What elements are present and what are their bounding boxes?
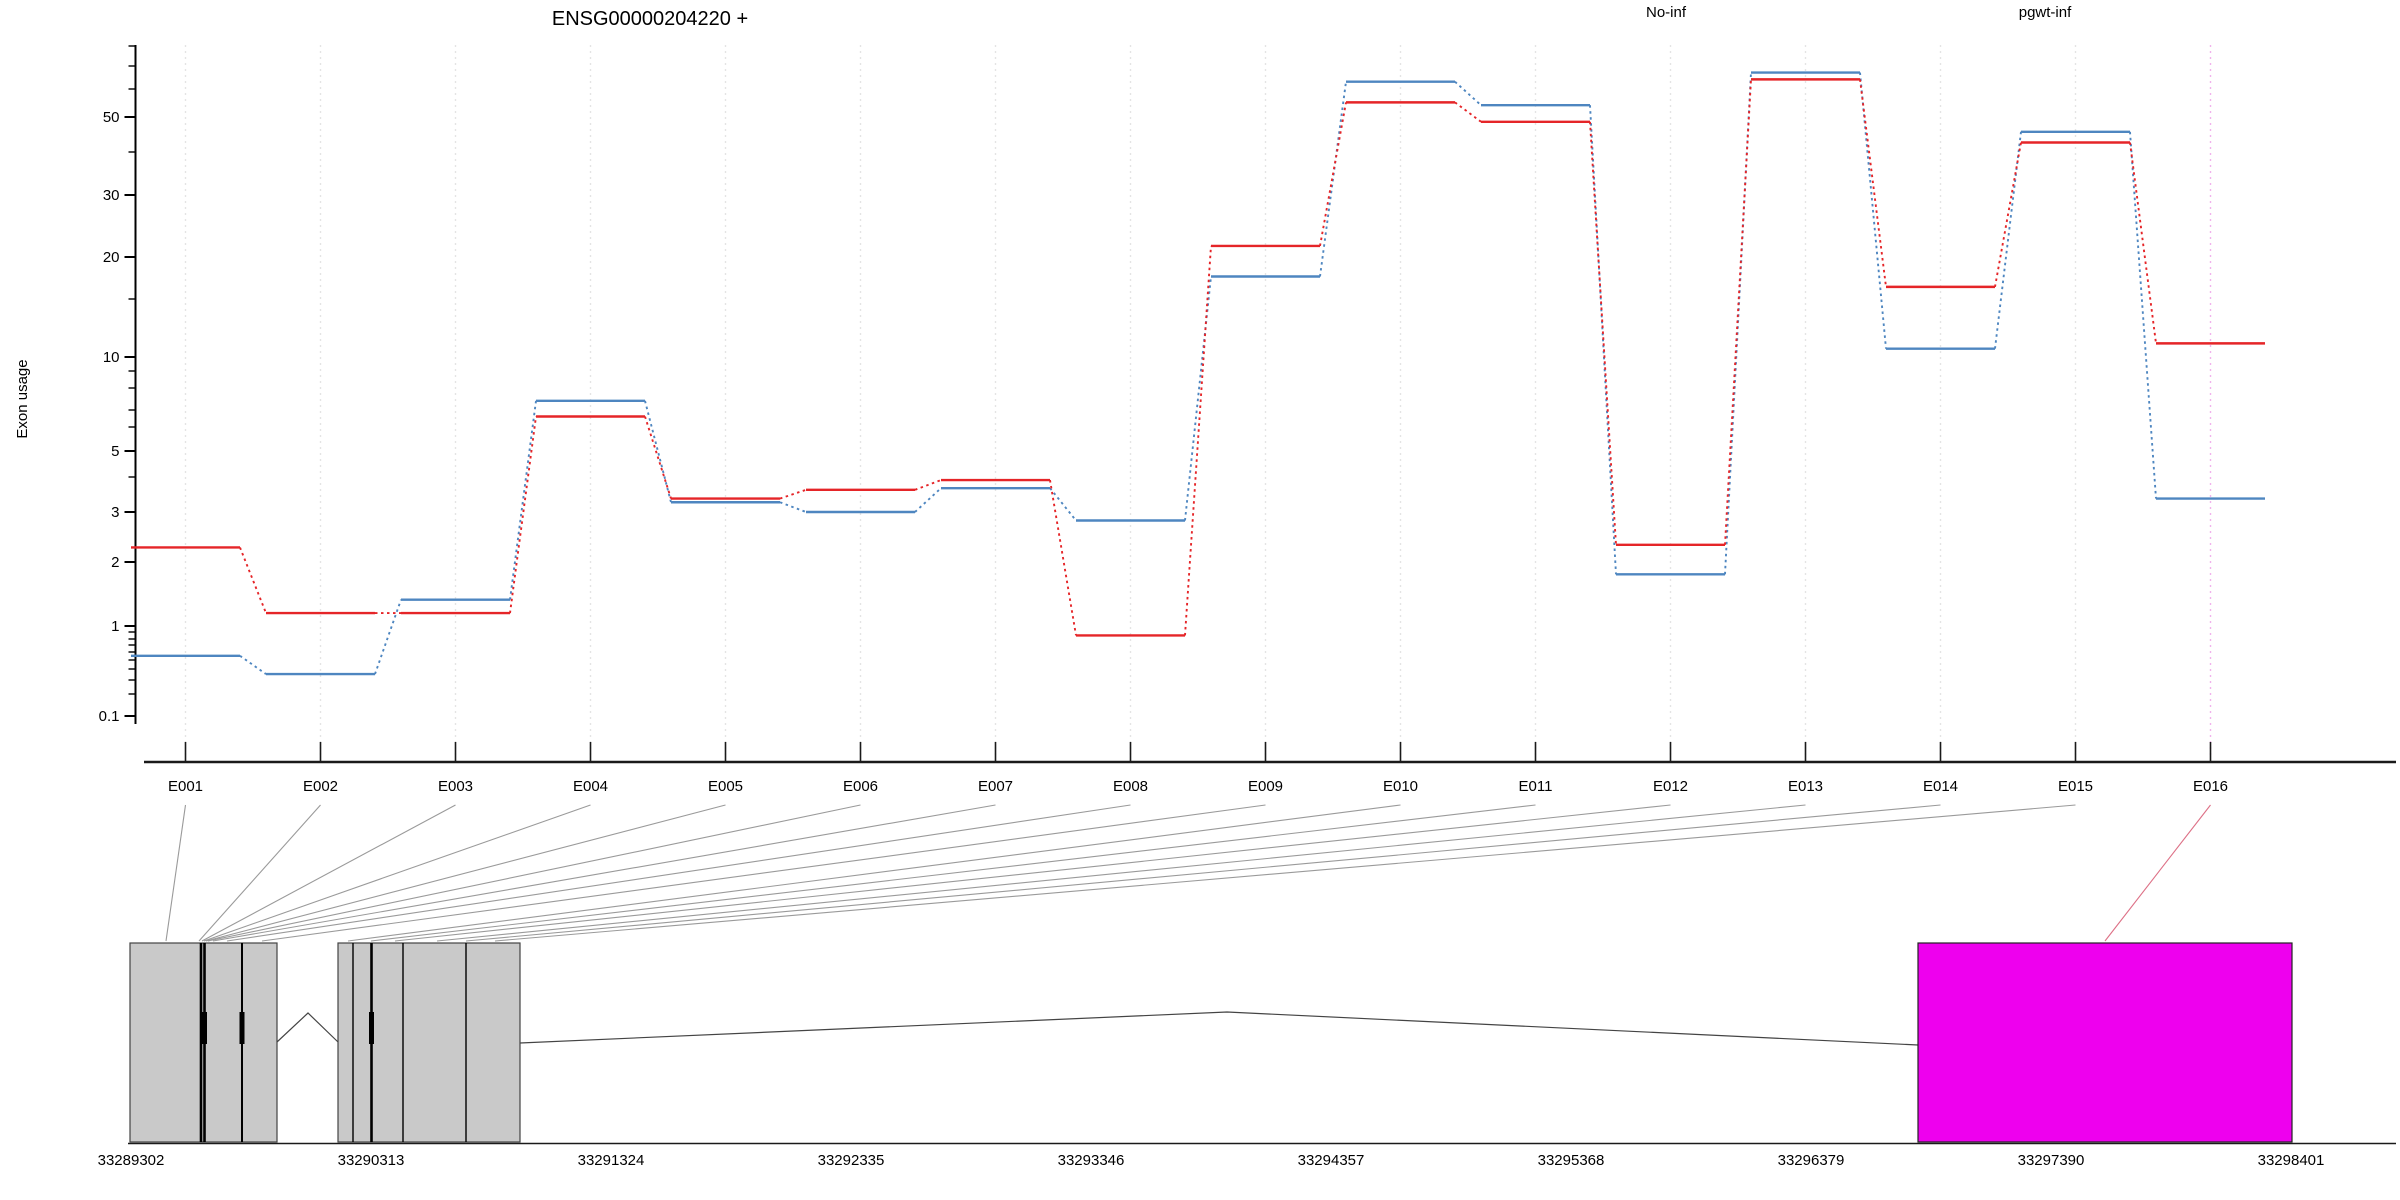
connector-E012 <box>394 804 1671 942</box>
exon-label-E014: E014 <box>1923 778 1958 795</box>
exon-label-E013: E013 <box>1788 778 1823 795</box>
exon-label-E002: E002 <box>303 778 338 795</box>
connector-E005 <box>205 804 726 942</box>
series-pgwt-inf-line <box>131 71 2265 676</box>
exon-cds-mark <box>202 1012 207 1044</box>
connector-E011 <box>370 804 1536 942</box>
series-no-inf-line <box>131 78 2265 637</box>
gene-model-group <box>129 942 2293 1143</box>
y-tick-label: 0.1 <box>99 708 120 725</box>
connector-highlighted-E016 <box>2104 804 2211 942</box>
series-pgwt-inf-connectors <box>239 72 2157 675</box>
connector-E009 <box>261 804 1266 942</box>
exon-label-E001: E001 <box>168 778 203 795</box>
exon-label-E003: E003 <box>438 778 473 795</box>
genomic-axis-group: 33289302 33290313 33291324 33292335 33293346… <box>98 1142 2396 1169</box>
gene-exon-block-2 <box>337 942 521 1143</box>
plot-title: ENSG00000204220 + <box>552 8 748 30</box>
connector-E014 <box>465 804 1941 942</box>
connector-E013 <box>436 804 1806 942</box>
exon-cds-mark <box>369 1012 374 1044</box>
y-tick-label: 5 <box>111 443 119 460</box>
genomic-coordinate-label: 33295368 <box>1538 1152 1605 1169</box>
exon-connectors-group <box>165 804 2211 942</box>
connector-E010 <box>347 804 1401 942</box>
genomic-coordinate-label: 33294357 <box>1298 1152 1365 1169</box>
genomic-coordinate-label: 33297390 <box>2018 1152 2085 1169</box>
connector-E001 <box>165 804 187 942</box>
y-tick-label: 1 <box>111 618 119 635</box>
genomic-coordinate-label: 33296379 <box>1778 1152 1845 1169</box>
genomic-coordinate-label: 33298401 <box>2258 1152 2325 1169</box>
exon-label-E006: E006 <box>843 778 878 795</box>
genomic-coordinate-label: 33291324 <box>578 1152 645 1169</box>
genomic-coordinate-label: 33293346 <box>1058 1152 1125 1169</box>
connector-E015 <box>494 804 2076 942</box>
connector-E008 <box>226 804 1131 942</box>
y-tick-label: 30 <box>103 187 120 204</box>
y-tick-label: 20 <box>103 249 120 266</box>
exon-label-E005: E005 <box>708 778 743 795</box>
exon-label-E012: E012 <box>1653 778 1688 795</box>
y-axis-group: 0.1 1 2 3 5 10 20 30 50 <box>99 45 137 725</box>
connector-E007 <box>212 804 996 942</box>
highlighted-exon-block <box>1917 942 2293 1143</box>
connector-E003 <box>201 804 456 942</box>
exon-label-E010: E010 <box>1383 778 1418 795</box>
y-tick-label: 2 <box>111 554 119 571</box>
intron-caret-2 <box>519 1011 1919 1046</box>
exon-label-E009: E009 <box>1248 778 1283 795</box>
exon-label-E015: E015 <box>2058 778 2093 795</box>
y-axis-title: Exon usage <box>14 359 31 438</box>
exon-label-E016: E016 <box>2193 778 2228 795</box>
legend-item-no-inf: No-inf <box>1646 4 1687 21</box>
genomic-coordinate-label: 33289302 <box>98 1152 165 1169</box>
legend-item-pgwt-inf: pgwt-inf <box>2019 4 2072 21</box>
intron-caret-1 <box>276 1012 339 1043</box>
connector-E004 <box>203 804 591 942</box>
y-tick-label: 3 <box>111 504 119 521</box>
connector-E002 <box>198 804 321 942</box>
exon-axis-group: E001 E002 E003 E004 E005 E006 E007 E008 E009 E010… <box>144 742 2396 795</box>
exon-label-E004: E004 <box>573 778 608 795</box>
genomic-coordinate-label: 33290313 <box>338 1152 405 1169</box>
series-no-inf-connectors <box>239 79 2157 636</box>
y-tick-label: 10 <box>103 349 120 366</box>
connector-E006 <box>207 804 861 942</box>
series-group <box>131 71 2265 676</box>
exon-cds-mark <box>239 1012 245 1044</box>
y-tick-label: 50 <box>103 109 120 126</box>
exon-label-E011: E011 <box>1519 778 1553 795</box>
exon-label-E008: E008 <box>1113 778 1148 795</box>
exon-label-E007: E007 <box>978 778 1013 795</box>
genomic-coordinate-label: 33292335 <box>818 1152 885 1169</box>
